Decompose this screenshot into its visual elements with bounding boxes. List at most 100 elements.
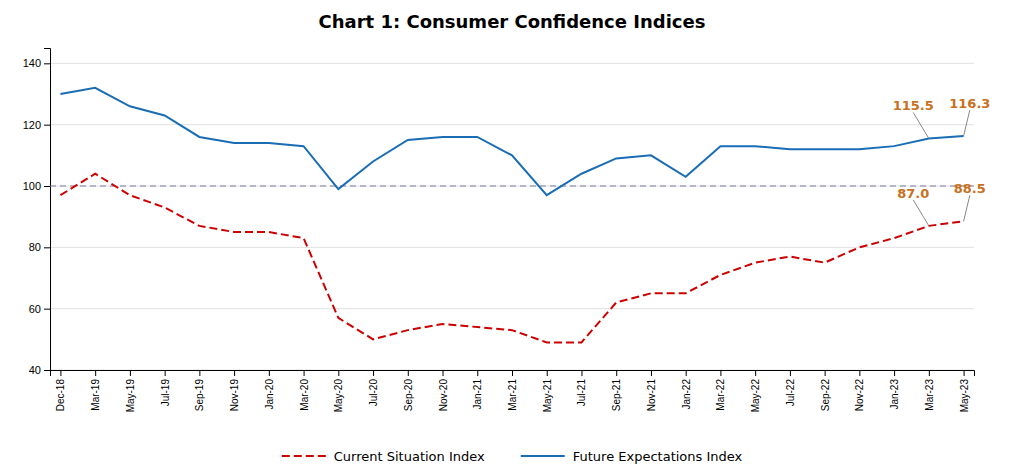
x-tick: Jul-22 — [785, 370, 796, 406]
chart: 40 60 80 100 120 140 Dec-18 Mar-19 May-19 Jul-19 S… — [0, 0, 1024, 470]
x-tick-mark — [269, 370, 270, 376]
x-tick-mark — [199, 370, 200, 376]
x-tick-label: Mar-20 — [299, 379, 310, 411]
legend-item: Future Expectations Index — [521, 449, 743, 464]
y-tick-mark — [44, 125, 50, 126]
annotation: 116.3 — [949, 96, 990, 111]
annotation-connector — [913, 200, 929, 226]
x-tick-mark — [651, 370, 652, 376]
y-tick-mark — [44, 370, 50, 371]
annotations: 115.5 116.3 87.0 88.5 — [893, 96, 991, 226]
x-tick-mark — [373, 370, 374, 376]
x-tick-label: Sep-19 — [194, 379, 205, 412]
x-tick-label: Jul-20 — [368, 379, 379, 407]
x-tick-label: Jul-22 — [785, 379, 796, 407]
x-tick: Mar-20 — [299, 370, 310, 411]
x-tick-label: Nov-20 — [438, 379, 449, 412]
y-tick-mark — [44, 186, 50, 187]
y-tick-label: 140 — [23, 57, 41, 69]
x-tick-mark — [304, 370, 305, 376]
legend-item: Current Situation Index — [282, 449, 485, 464]
x-tick-mark — [790, 370, 791, 376]
x-tick: Mar-23 — [924, 370, 935, 411]
x-tick-label: Mar-19 — [90, 379, 101, 411]
x-tick: Jan-23 — [889, 370, 900, 410]
x-tick-label: Jan-21 — [472, 379, 483, 410]
x-tick-mark — [964, 370, 965, 376]
series-line — [60, 88, 963, 195]
x-tick-label: Jan-20 — [264, 379, 275, 410]
x-tick: May-22 — [750, 370, 761, 412]
y-tick: 80 — [29, 241, 50, 253]
x-tick-mark — [894, 370, 895, 376]
x-tick-label: Mar-21 — [507, 379, 518, 411]
x-tick-mark — [165, 370, 166, 376]
x-tick: May-19 — [125, 370, 136, 412]
x-tick: Nov-22 — [854, 370, 865, 411]
x-tick: Nov-19 — [229, 370, 240, 411]
y-tick-label: 60 — [29, 303, 41, 315]
x-tick-label: Nov-22 — [854, 379, 865, 412]
annotation: 87.0 — [897, 186, 929, 201]
x-tick-mark — [408, 370, 409, 376]
x-tick: Jan-21 — [472, 370, 483, 410]
series-line — [60, 174, 963, 343]
title: Chart 1: Consumer Confidence Indices — [319, 11, 706, 32]
x-tick: May-21 — [542, 370, 553, 412]
x-tick-label: May-19 — [125, 379, 136, 413]
x-tick-label: Mar-22 — [715, 379, 726, 411]
x-tick-label: Mar-23 — [924, 379, 935, 411]
y-axis: 40 60 80 100 120 140 — [23, 49, 51, 377]
plot: 40 60 80 100 120 140 Dec-18 Mar-19 May-19 Jul-19 S… — [23, 49, 991, 413]
annotation-connector — [964, 195, 970, 221]
x-tick-label: Jul-19 — [160, 379, 171, 407]
y-tick: 60 — [29, 303, 50, 315]
grid-line — [50, 308, 974, 309]
x-tick: Jul-20 — [368, 370, 379, 406]
x-tick-mark — [234, 370, 235, 376]
x-tick: Dec-18 — [55, 370, 66, 411]
x-tick: Nov-21 — [646, 370, 657, 411]
y-axis-line — [44, 49, 51, 371]
annotation: 115.5 — [893, 98, 934, 113]
y-tick: 120 — [23, 119, 50, 131]
x-tick: Mar-19 — [90, 370, 101, 411]
x-tick-mark — [616, 370, 617, 376]
x-tick-mark — [929, 370, 930, 376]
x-tick-label: Sep-20 — [403, 379, 414, 412]
x-tick: Sep-21 — [611, 370, 622, 411]
legend-label: Future Expectations Index — [573, 449, 743, 464]
x-tick-mark — [338, 370, 339, 376]
grid-line — [50, 63, 974, 64]
grid — [50, 63, 974, 370]
grid-line — [50, 247, 974, 248]
x-tick-label: Sep-21 — [611, 379, 622, 412]
x-tick-mark — [477, 370, 478, 376]
x-tick-label: Sep-22 — [820, 379, 831, 412]
x-tick-mark — [512, 370, 513, 376]
legend-label: Current Situation Index — [334, 449, 485, 464]
x-tick-mark — [825, 370, 826, 376]
reference-line — [50, 185, 974, 186]
y-tick: 40 — [29, 364, 50, 376]
y-tick-label: 100 — [23, 180, 41, 192]
x-tick-label: May-23 — [959, 379, 970, 413]
x-tick: Mar-22 — [715, 370, 726, 411]
x-axis-line — [51, 371, 975, 377]
x-tick-mark — [686, 370, 687, 376]
x-tick: Sep-20 — [403, 370, 414, 411]
y-tick-mark — [44, 247, 50, 248]
x-tick: Jan-22 — [681, 370, 692, 410]
x-tick-label: May-20 — [333, 379, 344, 413]
annotation: 88.5 — [954, 181, 986, 196]
x-tick-mark — [547, 370, 548, 376]
legend: Current Situation Index Future Expectatio… — [282, 449, 743, 464]
data-area — [50, 88, 974, 343]
y-tick-mark — [44, 309, 50, 310]
annotation-connector — [964, 110, 970, 136]
x-tick: May-23 — [959, 370, 970, 412]
y-tick-mark — [44, 63, 50, 64]
x-tick-mark — [60, 370, 61, 376]
legend-swatch — [521, 455, 565, 457]
x-tick: Jul-19 — [160, 370, 171, 406]
